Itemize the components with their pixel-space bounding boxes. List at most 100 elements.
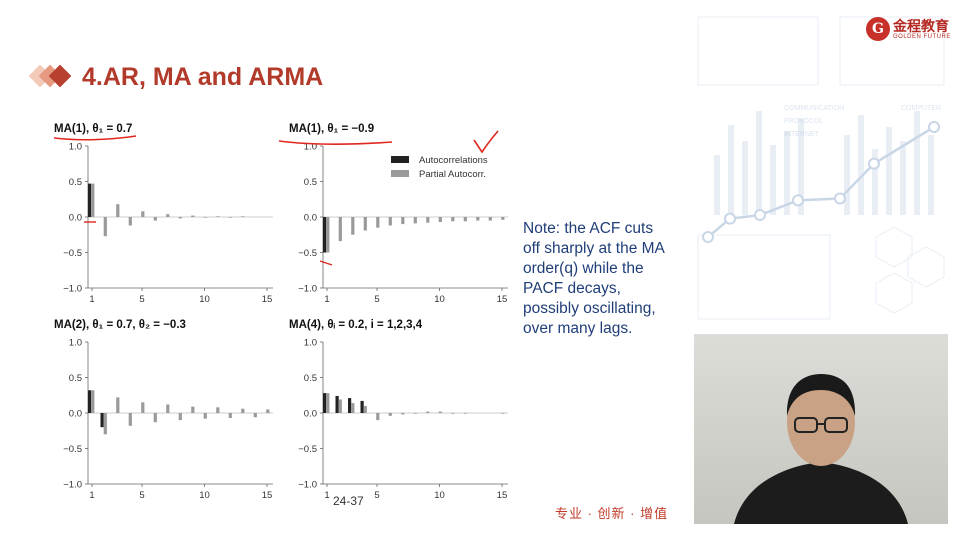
y-tick-label: −1.0 xyxy=(63,284,82,295)
pacf-bar xyxy=(388,413,392,416)
y-tick-label: 1.0 xyxy=(304,142,317,153)
pacf-bar xyxy=(241,216,245,217)
y-tick-label: 0.0 xyxy=(304,213,317,224)
bg-label: INTERNET xyxy=(784,131,820,138)
pacf-bar xyxy=(376,217,380,228)
legend-swatch-pacf xyxy=(391,170,409,177)
pacf-bar xyxy=(463,217,467,222)
x-tick-label: 1 xyxy=(324,490,329,501)
chart-title: MA(2), θ₁ = 0.7, θ₂ = −0.3 xyxy=(54,319,186,331)
chart-ma2: MA(2), θ₁ = 0.7, θ₂ = −0.3 1.0 0.5 0.0 −0.5 −… xyxy=(52,314,280,509)
pacf-bar xyxy=(501,413,505,414)
pacf-bar xyxy=(153,413,157,423)
slide-title: 4.AR, MA and ARMA xyxy=(82,62,324,91)
pacf-bar xyxy=(338,217,342,242)
bg-label: PROTOCOL xyxy=(784,118,823,125)
chart-ma4-svg: MA(4), θᵢ = 0.2, i = 1,2,3,4 1.0 0.5 0.0 −0.… xyxy=(289,319,508,501)
y-tick-label: −1.0 xyxy=(63,480,82,491)
y-tick-label: 0.5 xyxy=(69,373,82,384)
y-tick-label: 0.0 xyxy=(304,409,317,420)
pacf-bar xyxy=(351,217,355,235)
y-tick-label: −1.0 xyxy=(298,284,317,295)
bg-line-point xyxy=(754,209,766,221)
bg-line-point xyxy=(834,192,846,205)
pacf-bar xyxy=(488,217,492,221)
chart-ma2-svg: MA(2), θ₁ = 0.7, θ₂ = −0.3 1.0 0.5 0.0 −0.5 −… xyxy=(54,319,273,501)
x-tick-label: 10 xyxy=(199,294,210,305)
pacf-bar xyxy=(191,215,195,217)
pacf-bar xyxy=(501,217,505,220)
pacf-bar xyxy=(451,413,455,414)
pacf-bar xyxy=(241,408,245,413)
chart-ma1-negative: MA(1), θ₁ = −0.9 1.0 0.5 0.0 −0.5 −1.0 1 5 10 15 A… xyxy=(287,118,515,313)
pacf-bar xyxy=(91,390,95,413)
x-tick-label: 10 xyxy=(434,294,445,305)
pacf-bar xyxy=(128,413,132,426)
chart-ma1-positive-svg: MA(1), θ₁ = 0.71.00.50.0−0.5−1.01 5 10 15 xyxy=(54,123,273,305)
pacf-bar xyxy=(141,402,145,413)
pacf-bar xyxy=(426,411,430,413)
x-tick-label: 10 xyxy=(199,490,210,501)
pacf-bar xyxy=(401,217,405,225)
pacf-bar xyxy=(228,217,232,218)
bg-line-point xyxy=(724,212,736,225)
y-tick-label: −0.5 xyxy=(298,444,317,455)
pacf-bar xyxy=(178,413,182,421)
x-tick-label: 1 xyxy=(89,490,94,501)
chart-title: MA(4), θᵢ = 0.2, i = 1,2,3,4 xyxy=(289,319,423,331)
y-tick-label: 1.0 xyxy=(304,338,317,349)
x-tick-label: 15 xyxy=(497,294,508,305)
webcam-feed xyxy=(694,334,948,524)
chart-title: MA(1), θ₁ = 0.7 xyxy=(54,123,132,135)
bg-line-point xyxy=(928,121,940,133)
presenter-hair xyxy=(786,374,856,416)
pacf-bar xyxy=(413,217,417,224)
pacf-bar xyxy=(103,217,107,237)
pacf-bar xyxy=(376,413,380,421)
x-tick-label: 15 xyxy=(262,490,273,501)
bg-line-point xyxy=(868,157,880,170)
pacf-bar xyxy=(363,405,367,413)
pacf-bar xyxy=(388,217,392,226)
pacf-bar xyxy=(166,404,170,413)
pacf-bar xyxy=(401,413,405,415)
background-line-graph xyxy=(702,121,940,243)
x-tick-label: 5 xyxy=(139,294,144,305)
note-text: Note: the ACF cuts off sharply at the MA… xyxy=(523,220,665,337)
pacf-bar xyxy=(338,399,342,413)
pacf-bar xyxy=(91,183,95,217)
pacf-bar xyxy=(413,413,417,414)
pacf-bar xyxy=(116,204,120,217)
acf-bar xyxy=(88,390,92,413)
bg-label: COMPUTER xyxy=(901,105,941,112)
background-decoration: COMMUNICATION PROTOCOL INTERNET COMPUTER xyxy=(697,16,945,320)
acf-bar xyxy=(323,393,327,413)
y-tick-label: 0.0 xyxy=(69,409,82,420)
bg-line-point xyxy=(702,231,714,243)
pacf-bar xyxy=(178,217,182,219)
acf-bar xyxy=(348,398,352,413)
chart-ma1-negative-svg: MA(1), θ₁ = −0.91.00.50.0−0.5−1.01 5 10 15A… xyxy=(289,123,508,305)
pacf-bar xyxy=(476,217,480,221)
acf-bar xyxy=(335,395,339,413)
acf-bar xyxy=(88,183,92,217)
pacf-bar xyxy=(191,406,195,413)
y-tick-label: 0.5 xyxy=(69,177,82,188)
pacf-bar xyxy=(426,217,430,223)
pacf-bar xyxy=(216,407,220,413)
pacf-bar xyxy=(128,217,132,226)
glasses-icon xyxy=(794,417,848,433)
bg-line-point xyxy=(792,194,804,207)
pacf-bar xyxy=(438,217,442,222)
y-tick-label: 1.0 xyxy=(69,142,82,153)
acf-bar xyxy=(100,413,104,428)
slide-header: 4.AR, MA and ARMA xyxy=(28,62,323,92)
presenter-head xyxy=(787,378,855,466)
y-tick-label: 0.5 xyxy=(304,177,317,188)
y-tick-label: 0.5 xyxy=(304,373,317,384)
x-tick-label: 5 xyxy=(374,294,379,305)
pacf-bar xyxy=(103,413,107,435)
logo-chinese: 金程教育 xyxy=(893,17,949,34)
page-number: 24-37 xyxy=(333,494,364,508)
